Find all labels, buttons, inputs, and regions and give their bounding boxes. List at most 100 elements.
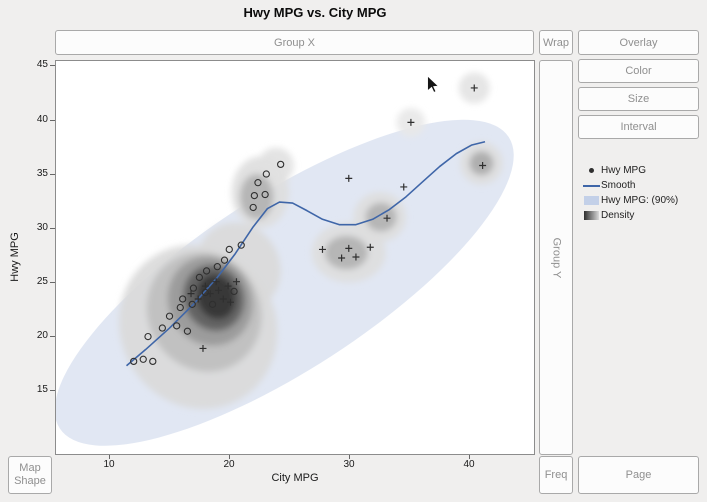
y-tick-label: 30 xyxy=(36,222,48,233)
smooth-line-swatch xyxy=(581,184,601,187)
data-point-plus[interactable] xyxy=(206,290,214,298)
plot-area[interactable] xyxy=(55,60,535,455)
y-tick-label: 45 xyxy=(36,59,48,70)
data-point-circle[interactable] xyxy=(149,357,157,366)
color-button-label: Color xyxy=(625,65,652,77)
data-point-plus[interactable] xyxy=(318,245,326,253)
data-point-circle[interactable] xyxy=(188,300,196,308)
wrap-label: Wrap xyxy=(542,36,570,49)
legend-label: Hwy MPG: (90%) xyxy=(601,195,679,206)
data-point-circle[interactable] xyxy=(250,191,259,200)
overlay-button[interactable]: Overlay xyxy=(578,30,699,55)
data-point-plus[interactable] xyxy=(352,253,360,261)
data-point-circle[interactable] xyxy=(158,324,166,332)
interval-button[interactable]: Interval xyxy=(578,115,699,139)
data-point-circle[interactable] xyxy=(262,170,270,178)
data-point-circle[interactable] xyxy=(237,241,245,249)
drop-zone-map-shape[interactable]: Map Shape xyxy=(8,456,52,494)
smooth-line xyxy=(125,141,486,367)
drop-zone-wrap[interactable]: Wrap xyxy=(539,30,573,55)
data-point-plus[interactable] xyxy=(226,298,234,306)
data-point-plus[interactable] xyxy=(345,174,353,182)
y-tick-mark xyxy=(50,336,55,337)
data-point-circle[interactable] xyxy=(220,256,229,264)
mouse-cursor xyxy=(427,75,439,93)
data-point-circle[interactable] xyxy=(165,312,174,320)
data-point-circle[interactable] xyxy=(189,284,198,292)
y-tick-label: 20 xyxy=(36,330,48,341)
density-contours xyxy=(118,72,503,410)
data-point-plus[interactable] xyxy=(407,118,415,126)
data-point-plus[interactable] xyxy=(470,84,478,92)
density-contour xyxy=(469,151,494,176)
y-tick-mark xyxy=(50,174,55,175)
x-tick-label: 40 xyxy=(463,459,475,470)
chart-title: Hwy MPG vs. City MPG xyxy=(243,5,387,20)
data-point-plus[interactable] xyxy=(366,243,374,251)
data-point-plus[interactable] xyxy=(212,278,220,286)
data-point-circle[interactable] xyxy=(249,203,257,212)
density-contour xyxy=(257,147,294,184)
point-marker-swatch xyxy=(581,168,601,173)
y-axis-title: Hwy MPG xyxy=(9,232,21,282)
data-point-plus[interactable] xyxy=(224,282,232,290)
data-point-circle[interactable] xyxy=(130,357,138,366)
data-point-plus[interactable] xyxy=(187,290,195,298)
data-point-circle[interactable] xyxy=(254,179,262,187)
drop-zone-group-y[interactable]: Group Y xyxy=(539,60,573,455)
data-point-circle[interactable] xyxy=(183,327,192,335)
data-point-plus[interactable] xyxy=(345,244,353,252)
scatter-plot[interactable] xyxy=(56,61,534,454)
page-button[interactable]: Page xyxy=(578,456,699,494)
legend-item-density[interactable]: Density xyxy=(581,208,703,223)
group-y-label: Group Y xyxy=(550,237,562,278)
data-point-plus[interactable] xyxy=(215,286,223,294)
legend: Hwy MPG Smooth Hwy MPG: (90%) Density xyxy=(581,163,703,223)
data-point-plus[interactable] xyxy=(232,278,240,286)
x-axis-title: City MPG xyxy=(271,472,319,484)
density-swatch xyxy=(581,211,601,220)
size-button[interactable]: Size xyxy=(578,87,699,111)
data-point-plus[interactable] xyxy=(383,214,391,222)
data-point-circle[interactable] xyxy=(173,322,181,330)
legend-item-interval[interactable]: Hwy MPG: (90%) xyxy=(581,193,703,208)
data-point-circle[interactable] xyxy=(213,263,221,271)
data-point-circle[interactable] xyxy=(208,300,217,308)
data-point-circle[interactable] xyxy=(179,295,187,303)
density-contour xyxy=(324,235,368,270)
data-point-circle[interactable] xyxy=(176,303,184,312)
color-button[interactable]: Color xyxy=(578,59,699,83)
data-point-plus[interactable] xyxy=(194,295,202,303)
data-point-circle[interactable] xyxy=(144,332,152,341)
data-point-plus[interactable] xyxy=(219,295,227,303)
data-point-circle[interactable] xyxy=(261,190,269,199)
x-tick-mark xyxy=(469,455,470,459)
group-x-label: Group X xyxy=(274,36,315,49)
data-point-plus[interactable] xyxy=(479,161,487,169)
data-point-plus[interactable] xyxy=(201,282,209,290)
data-point-circle[interactable] xyxy=(139,355,147,363)
x-tick-mark xyxy=(109,455,110,459)
data-point-circle[interactable] xyxy=(195,273,204,282)
line-swatch-icon xyxy=(582,184,600,187)
data-point-circle[interactable] xyxy=(202,267,211,275)
legend-item-points[interactable]: Hwy MPG xyxy=(581,163,703,178)
interval-button-label: Interval xyxy=(620,121,657,133)
data-point-circle[interactable] xyxy=(225,245,233,254)
map-shape-label-line1: Map xyxy=(19,461,41,474)
y-tick-mark xyxy=(50,65,55,66)
data-point-circle[interactable] xyxy=(230,287,238,296)
overlay-button-label: Overlay xyxy=(619,36,658,49)
data-point-circle[interactable] xyxy=(277,160,285,169)
drop-zone-group-x[interactable]: Group X xyxy=(55,30,534,55)
legend-item-smooth[interactable]: Smooth xyxy=(581,178,703,193)
y-tick-mark xyxy=(50,390,55,391)
data-point-plus[interactable] xyxy=(400,183,408,191)
x-tick-label: 10 xyxy=(103,459,115,470)
y-tick-label: 35 xyxy=(36,168,48,179)
data-point-plus[interactable] xyxy=(338,254,346,262)
data-point-plus[interactable] xyxy=(199,344,207,352)
y-tick-label: 25 xyxy=(36,276,48,287)
interval-swatch xyxy=(581,196,601,205)
drop-zone-freq[interactable]: Freq xyxy=(539,456,573,494)
